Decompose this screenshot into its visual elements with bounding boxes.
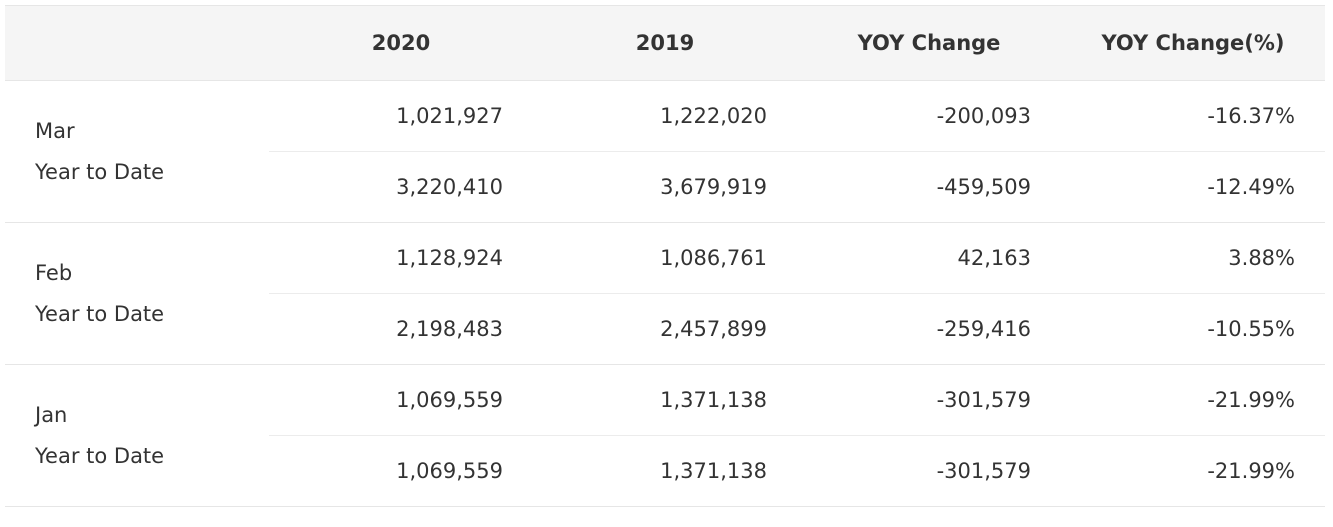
cell-yoy-change: -259,416 xyxy=(797,293,1061,365)
cell-2019: 3,679,919 xyxy=(533,151,797,223)
group-label-mar: Mar Year to Date xyxy=(5,80,269,223)
table-row: Jan Year to Date 1,069,559 1,371,138 -30… xyxy=(5,364,1325,507)
table-row: 2,198,483 2,457,899 -259,416 -10.55% xyxy=(5,293,1325,365)
cell-2020: 1,069,559 xyxy=(269,435,533,507)
cell-2020: 3,220,410 xyxy=(269,151,533,223)
cell-2019: 1,371,138 xyxy=(533,435,797,507)
header-row: 2020 2019 YOY Change YOY Change(%) xyxy=(5,5,1325,81)
group-subtitle: Year to Date xyxy=(35,301,165,326)
cell-2019: 1,371,138 xyxy=(533,364,797,436)
cell-yoy-change-percent: -21.99% xyxy=(1061,364,1325,436)
group-label-jan: Jan Year to Date xyxy=(5,364,269,507)
cell-2020: 1,021,927 xyxy=(269,80,533,152)
cell-2019: 1,086,761 xyxy=(533,222,797,294)
group-month: Jan xyxy=(35,402,68,427)
group-label-feb: Feb Year to Date xyxy=(5,222,269,365)
cell-2019: 2,457,899 xyxy=(533,293,797,365)
table-header: 2020 2019 YOY Change YOY Change(%) xyxy=(5,5,1325,81)
table-row: 3,220,410 3,679,919 -459,509 -12.49% xyxy=(5,151,1325,223)
header-yoy-change: YOY Change xyxy=(797,5,1061,81)
table-row: Feb Year to Date 1,128,924 1,086,761 42,… xyxy=(5,222,1325,365)
group-subtitle: Year to Date xyxy=(35,159,165,184)
cell-2020: 1,069,559 xyxy=(269,364,533,436)
header-2019: 2019 xyxy=(533,5,797,81)
cell-yoy-change-percent: -16.37% xyxy=(1061,80,1325,152)
table-row: 1,069,559 1,371,138 -301,579 -21.99% xyxy=(5,435,1325,507)
cell-yoy-change-percent: 3.88% xyxy=(1061,222,1325,294)
group-month: Feb xyxy=(35,260,73,285)
header-label-column xyxy=(5,5,269,81)
group-subtitle: Year to Date xyxy=(35,443,165,468)
cell-2020: 1,128,924 xyxy=(269,222,533,294)
cell-yoy-change: -459,509 xyxy=(797,151,1061,223)
header-2020: 2020 xyxy=(269,5,533,81)
table-row: Mar Year to Date 1,021,927 1,222,020 -20… xyxy=(5,80,1325,223)
cell-yoy-change-percent: -10.55% xyxy=(1061,293,1325,365)
yoy-comparison-table: 2020 2019 YOY Change YOY Change(%) Mar Y… xyxy=(5,5,1325,507)
cell-yoy-change-percent: -21.99% xyxy=(1061,435,1325,507)
group-month: Mar xyxy=(35,118,75,143)
data-table-container: 2020 2019 YOY Change YOY Change(%) Mar Y… xyxy=(5,5,1325,507)
table-body: Mar Year to Date 1,021,927 1,222,020 -20… xyxy=(5,80,1325,507)
header-yoy-change-percent: YOY Change(%) xyxy=(1061,5,1325,81)
cell-2020: 2,198,483 xyxy=(269,293,533,365)
cell-2019: 1,222,020 xyxy=(533,80,797,152)
cell-yoy-change: -301,579 xyxy=(797,435,1061,507)
cell-yoy-change: -200,093 xyxy=(797,80,1061,152)
cell-yoy-change: 42,163 xyxy=(797,222,1061,294)
cell-yoy-change-percent: -12.49% xyxy=(1061,151,1325,223)
cell-yoy-change: -301,579 xyxy=(797,364,1061,436)
